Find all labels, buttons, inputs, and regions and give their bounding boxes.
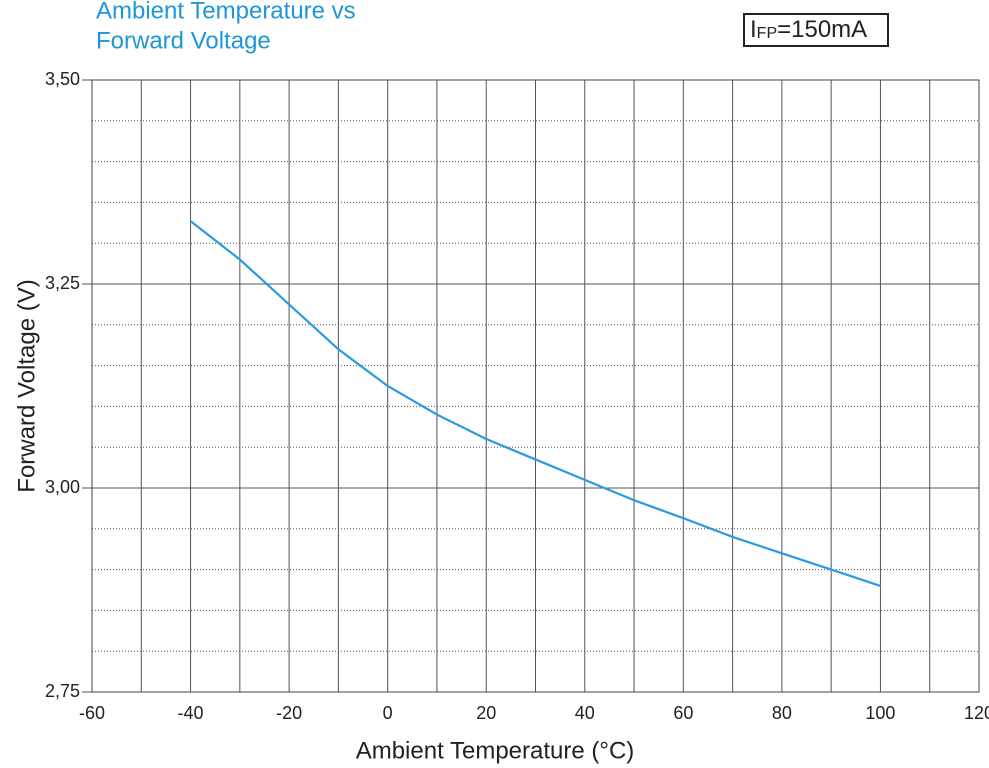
x-tick-label: -40: [178, 703, 204, 723]
chart-title: Forward Voltage: [96, 27, 271, 54]
annotation-box: [743, 13, 889, 47]
y-tick-label: 3,50: [45, 69, 80, 89]
y-tick-label: 3,25: [45, 273, 80, 293]
x-tick-label: -20: [276, 703, 302, 723]
x-tick-label: 100: [865, 703, 895, 723]
annotation-main: I: [750, 16, 757, 43]
x-tick-label: 40: [575, 703, 595, 723]
plot-frame: [91, 79, 980, 693]
x-tick-label: 60: [673, 703, 693, 723]
annotation: IFP=150mA: [750, 16, 867, 43]
y-tick-label: 3,00: [45, 477, 80, 497]
y-tick-label: 2,75: [45, 681, 80, 701]
x-tick-label: -60: [79, 703, 105, 723]
annotation-rest: =150mA: [777, 16, 867, 43]
chart-title: Ambient Temperature vs: [96, 0, 356, 24]
x-tick-label: 80: [772, 703, 792, 723]
data-line: [189, 220, 881, 587]
annotation-sub: FP: [757, 25, 777, 42]
x-axis-label: Ambient Temperature (°C): [356, 737, 635, 764]
y-axis-label: Forward Voltage (V): [13, 279, 40, 492]
x-tick-label: 0: [383, 703, 393, 723]
x-tick-label: 120: [964, 703, 989, 723]
x-tick-label: 20: [476, 703, 496, 723]
